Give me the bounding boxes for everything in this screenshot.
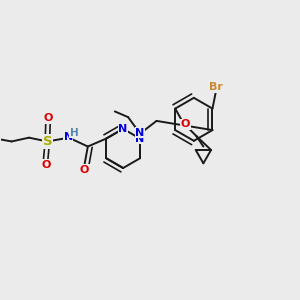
Text: S: S [43, 135, 52, 148]
Text: O: O [41, 160, 50, 170]
Text: Br: Br [209, 82, 223, 92]
Text: H: H [70, 128, 78, 138]
Text: O: O [80, 165, 89, 175]
Text: N: N [64, 132, 73, 142]
Text: N: N [136, 128, 145, 138]
Text: O: O [181, 119, 190, 129]
Text: N: N [118, 124, 128, 134]
Text: O: O [43, 113, 53, 123]
Text: N: N [136, 134, 145, 144]
